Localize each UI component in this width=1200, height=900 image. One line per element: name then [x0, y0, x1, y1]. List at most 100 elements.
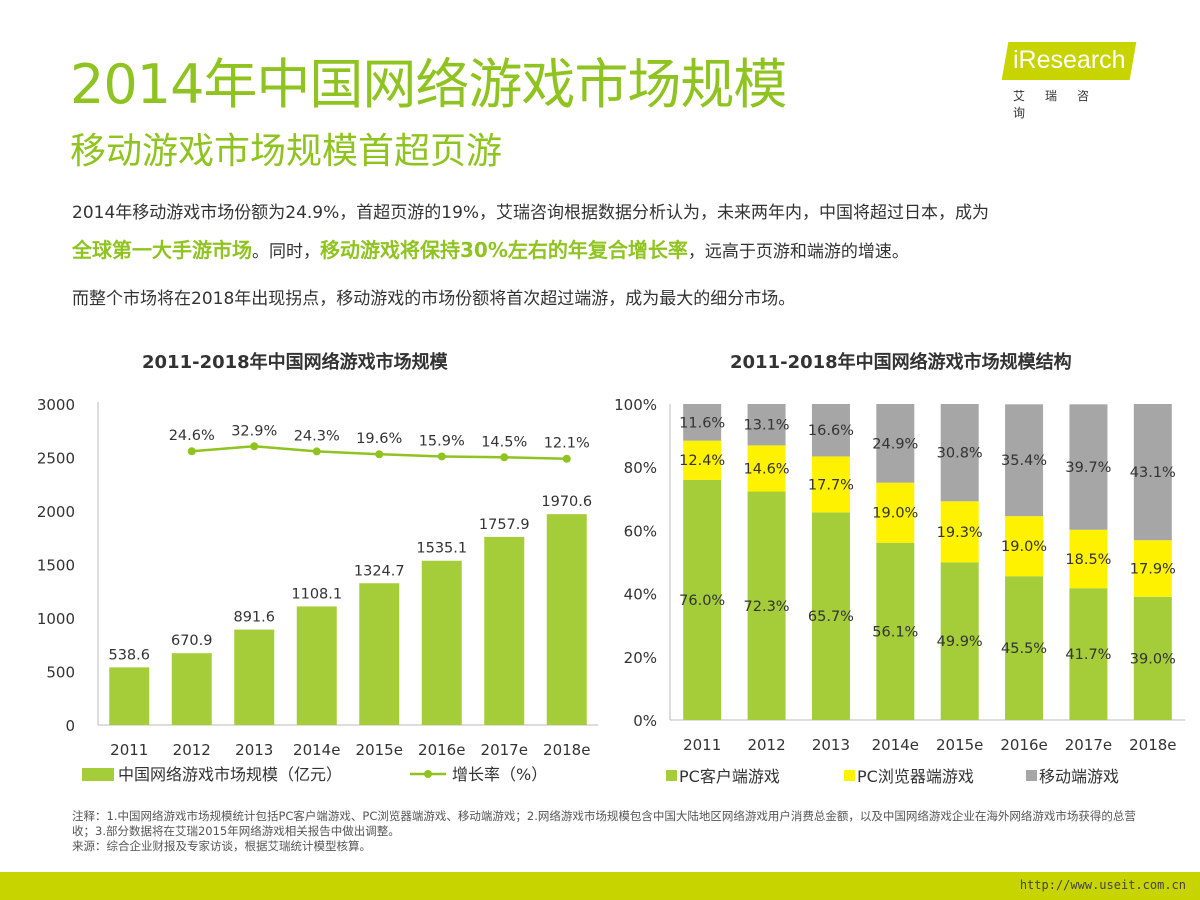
browser-segment-label: 12.4%: [679, 453, 725, 469]
mobile-segment-label: 30.8%: [937, 446, 983, 462]
paragraph-line-2: 全球第一大手游市场。同时，移动游戏将保持30%左右的年复合增长率，远高于页游和端…: [72, 234, 1152, 263]
paragraph-line-2-end: ，远高于页游和端游的增速。: [687, 242, 909, 262]
legend-swatch-browser-segment: [844, 770, 855, 781]
x-tick-label: 2013: [235, 741, 273, 759]
growth-point: [437, 452, 446, 461]
x-tick-label: 2014e: [872, 736, 919, 754]
pc-client-segment-label: 39.0%: [1130, 651, 1176, 667]
browser-segment: [876, 482, 915, 543]
right-chart-title: 2011-2018年中国网络游戏市场规模结构: [730, 352, 1072, 373]
y-tick-label: 80%: [624, 459, 657, 477]
highlight-global-market: 全球第一大手游市场: [72, 238, 252, 262]
browser-segment: [1133, 540, 1172, 597]
iresearch-logo: iResearch 艾瑞咨询: [1001, 42, 1140, 120]
growth-point: [375, 450, 384, 459]
x-tick-label: 2015e: [936, 736, 983, 754]
bar: [234, 629, 275, 725]
bar-value-label: 670.9: [171, 633, 213, 649]
legend-line-label: 增长率（%）: [452, 765, 547, 784]
bar-value-label: 1324.7: [354, 563, 405, 579]
bar: [421, 560, 462, 725]
growth-label: 24.3%: [294, 428, 340, 444]
pc-client-segment: [1133, 596, 1172, 720]
x-tick-label: 2012: [747, 736, 785, 754]
legend-swatch-pc-client-segment: [666, 770, 677, 781]
bar: [359, 583, 400, 725]
growth-label: 14.5%: [481, 434, 527, 450]
footer-url: http://www.useit.com.cn: [1019, 878, 1186, 892]
bar: [296, 606, 337, 725]
mobile-segment-label: 43.1%: [1130, 465, 1176, 481]
y-tick-label: 2500: [37, 450, 75, 468]
left-chart-title: 2011-2018年中国网络游戏市场规模: [142, 352, 448, 373]
x-tick-label: 2012: [173, 741, 211, 759]
bar-value-label: 891.6: [233, 610, 275, 626]
page-subtitle: 移动游戏市场规模首超页游: [70, 131, 503, 172]
market-structure-chart: 0% 20% 40% 60% 80% 100% 76.0% 12.4% 11.6% 2011 72.…: [614, 396, 1185, 786]
pc-client-segment-label: 72.3%: [744, 599, 790, 615]
x-tick-label: 2015e: [356, 741, 403, 759]
x-tick-label: 2018e: [543, 741, 590, 759]
x-tick-label: 2018e: [1129, 736, 1176, 754]
bar: [109, 667, 150, 725]
pc-client-segment: [811, 512, 850, 720]
notes: 注释：1.中国网络游戏市场规模统计包括PC客户端游戏、PC浏览器端游戏、移动端游…: [72, 809, 1152, 854]
bar: [484, 536, 525, 725]
market-size-chart: 0 500 1000 1500 2000 2500 3000 538.6 2011 670.9 20…: [37, 396, 598, 784]
browser-segment: [811, 456, 850, 513]
y-tick-label: 2000: [37, 503, 75, 521]
pc-client-segment: [683, 479, 722, 720]
growth-point: [187, 447, 196, 456]
y-tick-label: 1000: [37, 610, 75, 628]
mobile-segment-label: 16.6%: [808, 423, 854, 439]
y-tick-label: 3000: [37, 396, 75, 414]
x-tick-label: 2017e: [1065, 736, 1112, 754]
growth-point: [500, 453, 509, 462]
logo-text: iResearch: [1013, 46, 1126, 74]
growth-label: 12.1%: [544, 436, 590, 452]
browser-segment: [683, 440, 722, 480]
x-tick-label: 2013: [812, 736, 850, 754]
x-tick-label: 2014e: [293, 741, 340, 759]
mobile-segment: [940, 404, 979, 502]
browser-segment-label: 19.0%: [872, 506, 918, 522]
page-title: 2014年中国网络游戏市场规模: [70, 53, 787, 116]
paragraph-line-1: 2014年移动游戏市场份额为24.9%，首超页游的19%，艾瑞咨询根据数据分析认…: [72, 203, 990, 223]
mobile-segment: [811, 404, 850, 457]
browser-segment-label: 17.7%: [808, 477, 854, 493]
browser-segment: [940, 501, 979, 563]
browser-segment-label: 19.0%: [1001, 539, 1047, 555]
y-tick-label: 20%: [624, 649, 657, 667]
notes-text: 注释：1.中国网络游戏市场规模统计包括PC客户端游戏、PC浏览器端游戏、移动端游…: [72, 809, 1136, 838]
highlight-growth-rate: 移动游戏将保持30%左右的年复合增长率: [320, 238, 688, 262]
bar-value-label: 1757.9: [479, 517, 530, 533]
legend-line-marker: [424, 770, 432, 778]
footer-bar: [0, 872, 1200, 900]
x-tick-label: 2011: [110, 741, 148, 759]
mobile-segment-label: 11.6%: [679, 415, 725, 431]
mobile-segment-label: 13.1%: [744, 418, 790, 434]
y-tick-label: 500: [46, 664, 75, 682]
legend-label-browser-segment: PC浏览器端游戏: [857, 767, 974, 786]
legend-label-mobile-segment: 移动端游戏: [1039, 767, 1119, 786]
y-tick-label: 1500: [37, 557, 75, 575]
y-tick-label: 40%: [624, 586, 657, 604]
x-tick-label: 2016e: [418, 741, 465, 759]
browser-segment: [1069, 529, 1108, 589]
pc-client-segment-label: 41.7%: [1065, 647, 1111, 663]
y-tick-label: 0: [65, 717, 75, 735]
browser-segment-label: 19.3%: [937, 525, 983, 541]
growth-point: [250, 442, 259, 451]
paragraph-line-3: 而整个市场将在2018年出现拐点，移动游戏的市场份额将首次超过端游，成为最大的细…: [72, 289, 796, 309]
bar-value-label: 1108.1: [291, 586, 342, 602]
paragraph-line-2-mid: 。同时，: [252, 242, 320, 262]
mobile-segment: [876, 404, 915, 483]
y-tick-label: 100%: [614, 396, 657, 414]
mobile-segment-label: 39.7%: [1065, 460, 1111, 476]
bar-value-label: 538.6: [108, 647, 150, 663]
mobile-segment-label: 24.9%: [872, 436, 918, 452]
legend-swatch-mobile-segment: [1026, 770, 1037, 781]
growth-label: 19.6%: [356, 431, 402, 447]
mobile-segment: [1069, 404, 1108, 530]
pc-client-segment-label: 65.7%: [808, 609, 854, 625]
